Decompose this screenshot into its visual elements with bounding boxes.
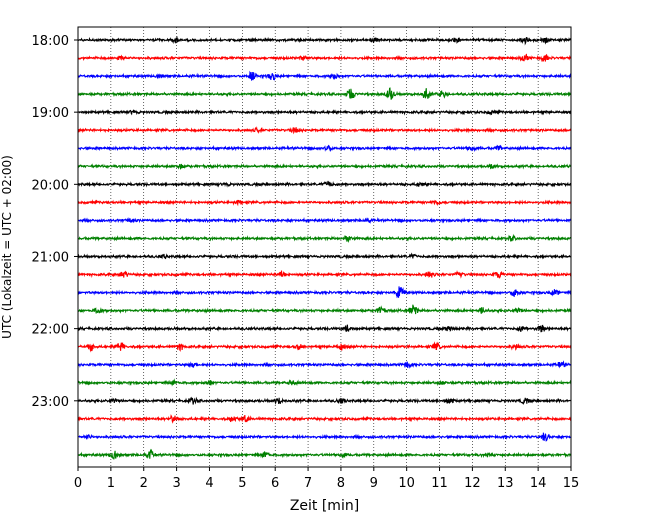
- trace-1815: [77, 53, 572, 63]
- trace-2030: [77, 216, 572, 225]
- x-tick-label-9: 9: [370, 476, 378, 491]
- trace-2215: [77, 341, 572, 353]
- x-tick-label-0: 0: [74, 476, 82, 491]
- y-tick-label-3: 21:00: [32, 250, 69, 265]
- x-tick-label-1: 1: [107, 476, 115, 491]
- x-axis-ticks: 0 1 2 3 4 5 6 7 8 9 10 11 12 13 14 15: [74, 467, 579, 491]
- trace-2315: [77, 414, 572, 424]
- grid-lines: [110, 27, 539, 467]
- y-axis-label: UTC (Lokalzeit = UTC + 02:00): [0, 155, 14, 339]
- trace-2045: [77, 233, 572, 243]
- y-tick-label-4: 22:00: [32, 323, 69, 338]
- trace-2230: [77, 360, 572, 369]
- x-tick-label-8: 8: [337, 476, 345, 491]
- trace-1945: [77, 162, 572, 170]
- trace-1845: [77, 87, 572, 100]
- trace-2345: [77, 448, 572, 460]
- y-tick-label-5: 23:00: [32, 395, 69, 410]
- trace-2015: [77, 199, 572, 207]
- x-tick-label-2: 2: [140, 476, 148, 491]
- x-tick-label-7: 7: [304, 476, 312, 491]
- trace-2330: [77, 432, 572, 442]
- plot-frame: [77, 26, 572, 468]
- x-tick-label-15: 15: [563, 476, 580, 491]
- trace-2100: [77, 252, 572, 260]
- seismogram-traces: [77, 36, 572, 460]
- x-tick-label-5: 5: [238, 476, 246, 491]
- x-tick-label-12: 12: [464, 476, 481, 491]
- x-tick-label-10: 10: [398, 476, 415, 491]
- trace-2245: [77, 378, 572, 387]
- trace-1915: [77, 126, 572, 135]
- trace-1900: [77, 109, 572, 116]
- trace-2300: [77, 396, 572, 405]
- trace-1830: [77, 70, 572, 81]
- x-tick-label-13: 13: [497, 476, 514, 491]
- trace-1930: [77, 144, 572, 153]
- x-tick-label-11: 11: [431, 476, 448, 491]
- trace-2130: [77, 286, 572, 299]
- x-tick-label-4: 4: [205, 476, 213, 491]
- trace-2200: [77, 324, 572, 333]
- trace-1800: [77, 36, 572, 46]
- x-axis-label: Zeit [min]: [290, 498, 359, 514]
- trace-2115: [77, 270, 572, 279]
- trace-2000: [77, 180, 572, 188]
- y-tick-label-2: 20:00: [32, 178, 69, 193]
- x-tick-label-14: 14: [530, 476, 547, 491]
- x-tick-label-6: 6: [271, 476, 279, 491]
- trace-2145: [77, 304, 572, 315]
- y-tick-label-1: 19:00: [32, 106, 69, 121]
- y-tick-label-0: 18:00: [32, 34, 69, 49]
- y-axis-ticks: 18:00 19:00 20:00 21:00 22:00 23:00: [32, 34, 78, 410]
- x-tick-label-3: 3: [172, 476, 180, 491]
